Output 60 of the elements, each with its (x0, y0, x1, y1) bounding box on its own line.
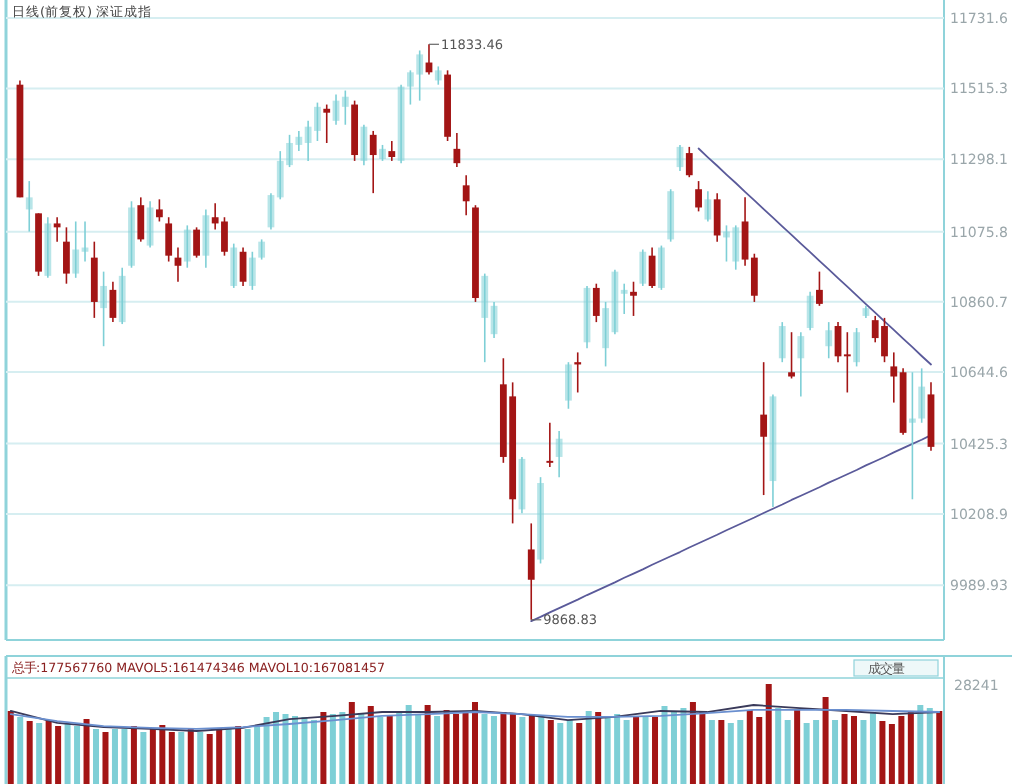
bar (623, 720, 630, 784)
bar (197, 732, 204, 784)
bar (434, 716, 441, 784)
bar (869, 712, 876, 784)
bar (860, 720, 867, 784)
bar (652, 717, 659, 784)
bar (168, 732, 175, 784)
bar (500, 712, 507, 784)
bar (481, 714, 488, 784)
bar (661, 706, 668, 784)
bar (358, 714, 365, 784)
bar (936, 711, 943, 784)
bar (367, 706, 374, 784)
bar (396, 711, 403, 784)
bar (36, 723, 43, 784)
bar (708, 720, 715, 784)
line-series (697, 147, 932, 366)
bar (225, 729, 232, 784)
bar (765, 684, 772, 784)
bar (528, 714, 535, 784)
bar (377, 717, 384, 784)
bar (917, 705, 924, 784)
bar (557, 723, 564, 784)
bar (26, 721, 33, 784)
bar (850, 716, 857, 784)
bar (83, 719, 90, 784)
bar (17, 717, 24, 784)
bar (926, 708, 933, 784)
bar (832, 720, 839, 784)
bar (794, 709, 801, 784)
bar (822, 697, 829, 784)
bar (642, 717, 649, 784)
bar (424, 705, 431, 784)
bar (187, 729, 194, 784)
bar (93, 729, 100, 784)
bar (490, 716, 497, 784)
bar (566, 720, 573, 784)
bar (585, 711, 592, 784)
bar (595, 712, 602, 784)
bar (633, 716, 640, 784)
bar (547, 720, 554, 784)
bar (576, 723, 583, 784)
bar (718, 720, 725, 784)
bar (130, 726, 137, 784)
bar (235, 726, 242, 784)
bar (178, 732, 185, 784)
bar (509, 714, 516, 784)
bar (102, 732, 109, 784)
bar (348, 702, 355, 784)
bar (7, 711, 14, 784)
bar (784, 720, 791, 784)
bar (879, 721, 886, 784)
bar (519, 717, 526, 784)
bar (907, 711, 914, 784)
bar (310, 720, 317, 784)
bar (386, 716, 393, 784)
bar (140, 732, 147, 784)
bar (775, 708, 782, 784)
bar (320, 712, 327, 784)
bar (538, 717, 545, 784)
